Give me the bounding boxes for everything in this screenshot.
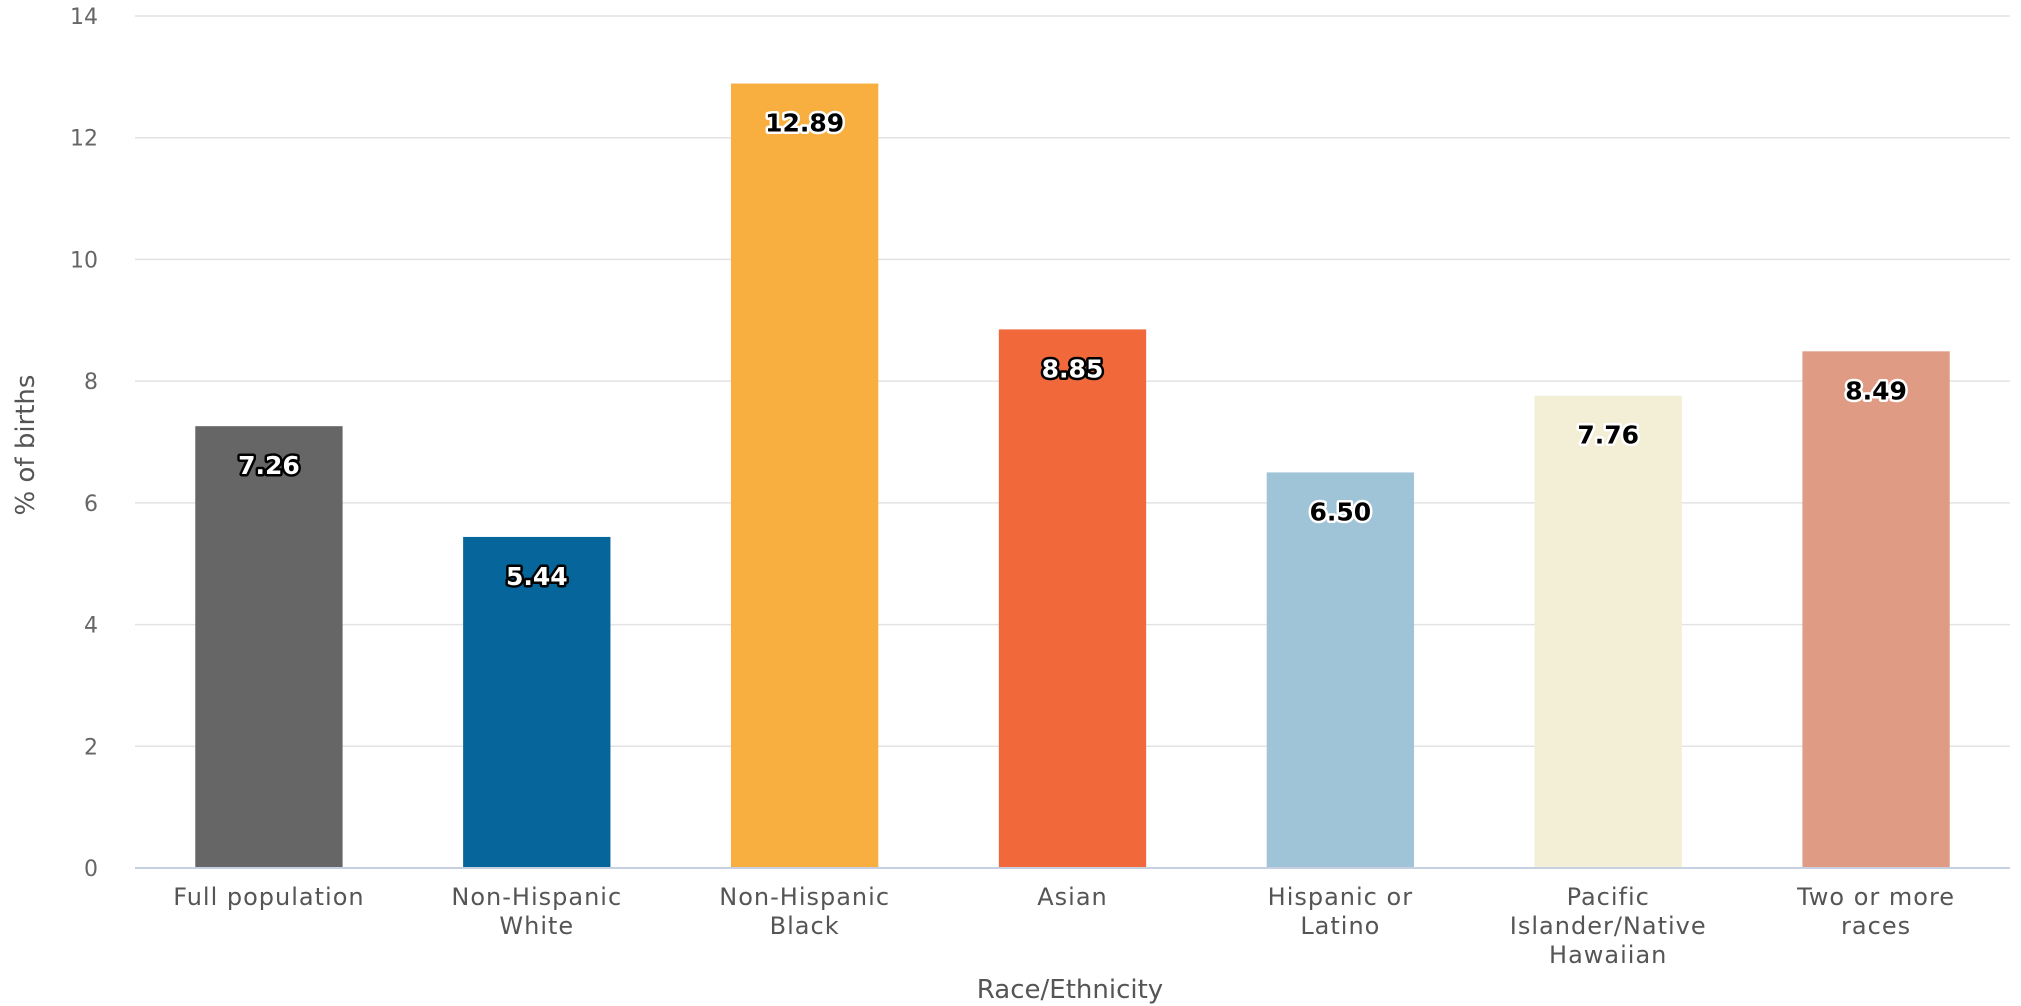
x-tick-label-line: Hispanic or <box>1268 883 1413 911</box>
bar-value-label: 8.85 <box>1042 354 1104 383</box>
x-tick-label: Non-Hispanic White <box>451 883 622 940</box>
y-axis-ticks: 0 2 4 6 8 10 12 14 <box>70 5 98 882</box>
y-tick-label: 0 <box>84 857 98 882</box>
bars <box>195 83 1950 868</box>
x-tick-label: Asian <box>1037 883 1108 911</box>
x-tick-label-line: Two or more <box>1796 883 1955 911</box>
bar <box>1802 351 1950 868</box>
x-tick-label-line: Black <box>770 912 840 940</box>
bar <box>1266 472 1415 868</box>
y-tick-label: 12 <box>70 127 98 152</box>
bar <box>463 536 611 868</box>
bar-value-label: 8.49 <box>1845 376 1907 405</box>
y-tick-label: 2 <box>84 735 98 760</box>
x-tick-label-line: Non-Hispanic <box>451 883 622 911</box>
x-tick-label-line: Latino <box>1300 912 1380 940</box>
x-tick-label: Non-Hispanic Black <box>719 883 890 940</box>
x-tick-label-line: Non-Hispanic <box>719 883 890 911</box>
bar-value-label: 5.44 <box>506 562 568 591</box>
x-tick-label: Two or more races <box>1796 883 1955 940</box>
bar <box>998 329 1147 868</box>
x-tick-label-line: Pacific <box>1567 883 1650 911</box>
y-axis-title: % of births <box>11 375 41 516</box>
x-tick-label-line: Islander/Native <box>1510 912 1707 940</box>
bar-value-label: 7.76 <box>1577 421 1639 450</box>
bar-value-label: 12.89 <box>765 109 844 138</box>
x-tick-label: Hispanic or Latino <box>1268 883 1413 940</box>
x-tick-label: Pacific Islander/Native Hawaiian <box>1510 883 1707 969</box>
bar-value-label: 6.50 <box>1310 497 1372 526</box>
x-tick-label-line: races <box>1841 912 1911 940</box>
x-tick-label-line: Asian <box>1037 883 1108 911</box>
bar <box>1534 395 1682 868</box>
x-tick-label-line: Hawaiian <box>1549 941 1667 969</box>
y-tick-label: 8 <box>84 370 98 395</box>
y-tick-label: 6 <box>84 492 98 517</box>
y-tick-label: 4 <box>84 614 98 639</box>
x-tick-label-line: Full population <box>173 883 364 911</box>
bar <box>730 83 879 868</box>
x-tick-label: Full population <box>173 883 364 911</box>
y-tick-label: 10 <box>70 248 98 273</box>
bar-value-label: 7.26 <box>238 451 300 480</box>
x-axis-ticks: Full population Non-Hispanic WhiteNon-Hisp… <box>173 883 1955 969</box>
y-tick-label: 14 <box>70 5 98 30</box>
x-axis-title: Race/Ethnicity <box>977 975 1163 1005</box>
data-labels: 7.26 5.44 12.89 8.85 6.50 7.76 8.49 <box>236 106 1910 593</box>
x-tick-label-line: White <box>499 912 574 940</box>
bar <box>195 426 343 868</box>
